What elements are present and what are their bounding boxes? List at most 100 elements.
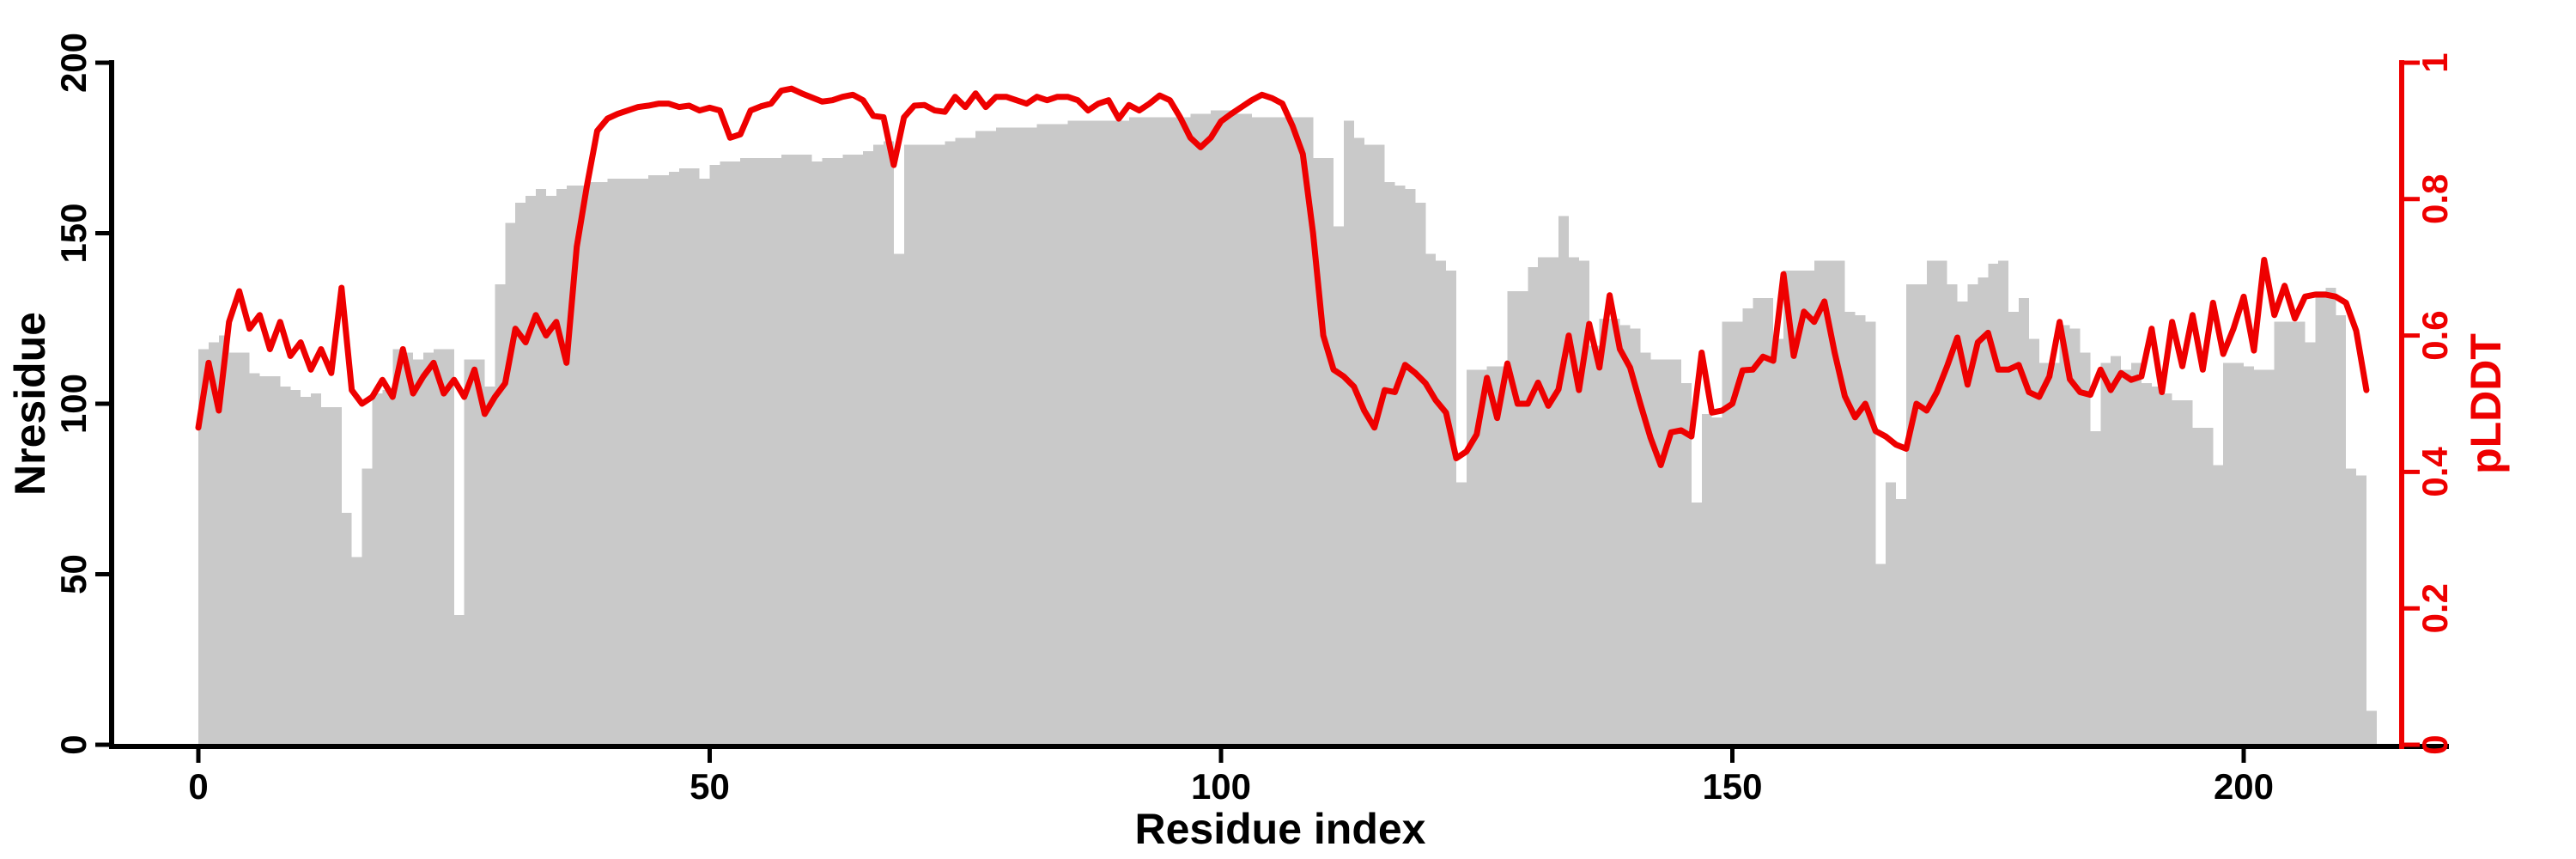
bar bbox=[2346, 468, 2357, 745]
bar bbox=[2069, 328, 2081, 745]
bar bbox=[2121, 369, 2132, 745]
left-axis-title: Nresidue bbox=[6, 312, 54, 496]
bar bbox=[1159, 117, 1170, 745]
bar bbox=[1865, 321, 1876, 745]
bar bbox=[2284, 321, 2295, 745]
bar bbox=[1803, 271, 1814, 745]
bar bbox=[873, 144, 884, 745]
bar bbox=[474, 359, 485, 745]
bar bbox=[863, 151, 874, 746]
bar bbox=[198, 349, 209, 745]
x-tick-label: 150 bbox=[1702, 766, 1762, 807]
bar bbox=[433, 349, 444, 745]
bar bbox=[1313, 158, 1324, 745]
bar bbox=[1170, 117, 1181, 745]
bar bbox=[1272, 117, 1283, 745]
bar bbox=[2305, 342, 2316, 745]
bar bbox=[1619, 325, 1631, 745]
bar bbox=[2366, 710, 2377, 745]
bar bbox=[1936, 260, 1947, 745]
bar bbox=[1896, 499, 1907, 745]
bar bbox=[2038, 362, 2050, 745]
y-tick-left-label: 50 bbox=[53, 554, 94, 594]
y-tick-left-label: 0 bbox=[53, 734, 94, 754]
bar bbox=[1230, 113, 1242, 746]
bar bbox=[761, 158, 772, 745]
bar bbox=[2028, 338, 2039, 745]
bar bbox=[392, 349, 404, 745]
bar bbox=[995, 127, 1006, 745]
plddt-line-group bbox=[195, 85, 2370, 468]
bar bbox=[1436, 260, 1447, 745]
bar bbox=[545, 195, 556, 745]
bar bbox=[301, 397, 312, 745]
bar bbox=[791, 155, 802, 745]
bar bbox=[1405, 188, 1416, 745]
bar bbox=[1190, 113, 1201, 746]
bar bbox=[1455, 482, 1467, 745]
bar bbox=[2100, 362, 2111, 745]
bar bbox=[597, 181, 608, 745]
bar bbox=[270, 376, 281, 745]
bar bbox=[1139, 117, 1150, 745]
bar bbox=[1507, 290, 1518, 745]
bar bbox=[2213, 465, 2224, 745]
bar bbox=[464, 359, 475, 745]
bar bbox=[453, 615, 465, 745]
bar bbox=[1476, 369, 1487, 745]
bar bbox=[1916, 284, 1927, 745]
bar bbox=[607, 178, 618, 746]
bar bbox=[1609, 318, 1620, 745]
y-tick-right-label: 0 bbox=[2415, 734, 2455, 754]
bar bbox=[2080, 352, 2091, 745]
bar bbox=[1384, 181, 1395, 745]
bar bbox=[1875, 564, 1886, 745]
bar bbox=[1005, 127, 1017, 745]
bar bbox=[372, 393, 383, 745]
bar bbox=[2223, 362, 2234, 745]
bar bbox=[1180, 117, 1191, 745]
bar bbox=[2151, 387, 2162, 745]
x-tick-label: 100 bbox=[1191, 766, 1251, 807]
bar bbox=[1211, 110, 1222, 745]
bar bbox=[1078, 120, 1089, 746]
bar bbox=[2141, 383, 2152, 745]
bar bbox=[2253, 369, 2264, 745]
bar bbox=[1353, 137, 1364, 746]
bar bbox=[536, 188, 546, 745]
bar bbox=[1691, 503, 1702, 745]
bar bbox=[709, 165, 720, 746]
bar bbox=[1947, 284, 1958, 745]
bar bbox=[1548, 257, 1559, 745]
bar bbox=[1701, 413, 1712, 745]
bar bbox=[811, 161, 823, 745]
bar bbox=[280, 387, 291, 745]
bar bbox=[1364, 144, 1375, 745]
bar bbox=[2059, 325, 2070, 745]
bar bbox=[1558, 216, 1569, 745]
bar bbox=[2008, 311, 2020, 745]
bar bbox=[678, 168, 690, 745]
right-axis-title: pLDDT bbox=[2462, 333, 2510, 474]
bar bbox=[1261, 117, 1273, 745]
bar bbox=[1538, 257, 1549, 745]
bar bbox=[924, 144, 935, 745]
bar bbox=[1763, 297, 1774, 745]
bar bbox=[1988, 264, 1999, 746]
bar bbox=[1241, 113, 1252, 746]
bar bbox=[740, 158, 751, 745]
bar bbox=[2315, 290, 2326, 745]
bar bbox=[965, 137, 976, 746]
bar bbox=[2202, 427, 2214, 745]
bar bbox=[2336, 314, 2347, 745]
bar bbox=[1671, 359, 1682, 745]
bar bbox=[249, 373, 260, 745]
bar bbox=[1589, 345, 1600, 745]
bar bbox=[576, 185, 587, 746]
y-tick-right-label: 1 bbox=[2415, 52, 2455, 72]
bar bbox=[413, 359, 424, 745]
bar bbox=[832, 158, 843, 745]
y-tick-left-label: 200 bbox=[53, 33, 94, 93]
bar bbox=[2049, 362, 2060, 745]
y-tick-left-label: 100 bbox=[53, 374, 94, 434]
